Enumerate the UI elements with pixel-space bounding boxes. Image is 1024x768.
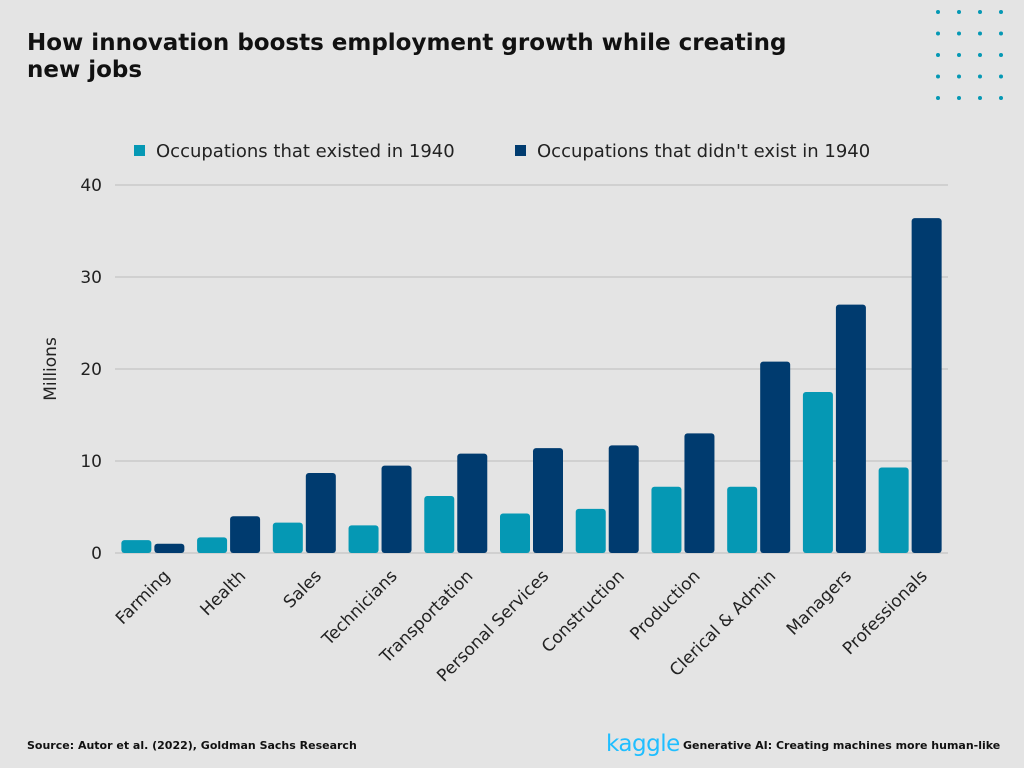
decorative-dot bbox=[936, 31, 940, 36]
bar-existed-1940 bbox=[575, 508, 606, 553]
decorative-dot bbox=[936, 74, 940, 79]
bar-existed-1940 bbox=[878, 467, 909, 553]
decorative-dot bbox=[978, 10, 982, 14]
y-tick-label: 10 bbox=[80, 452, 102, 472]
decorative-dot bbox=[957, 53, 961, 57]
decorative-dot-grid bbox=[936, 10, 1003, 100]
decorative-dot bbox=[957, 74, 961, 79]
bar-existed-1940 bbox=[500, 513, 530, 553]
bar-existed-1940 bbox=[727, 486, 758, 553]
y-tick-label: 0 bbox=[91, 544, 102, 564]
decorative-dot bbox=[936, 96, 940, 100]
bar-new-since-1940 bbox=[457, 453, 488, 553]
bar-existed-1940 bbox=[802, 392, 833, 553]
bar-existed-1940 bbox=[424, 495, 455, 553]
decorative-dot bbox=[999, 31, 1003, 36]
decorative-dot bbox=[999, 96, 1003, 100]
decorative-dot bbox=[999, 74, 1003, 79]
bar-new-since-1940 bbox=[684, 433, 715, 553]
source-note: Source: Autor et al. (2022), Goldman Sac… bbox=[27, 739, 357, 752]
y-tick-label: 20 bbox=[80, 360, 102, 380]
x-tick-label: Farming bbox=[112, 566, 174, 628]
x-tick-label: Health bbox=[197, 566, 251, 620]
decorative-dot bbox=[999, 53, 1003, 57]
bar-new-since-1940 bbox=[381, 465, 412, 553]
decorative-dot bbox=[936, 53, 940, 57]
bar-new-since-1940 bbox=[911, 218, 942, 553]
x-tick-label: Production bbox=[626, 566, 704, 644]
legend-label: Occupations that existed in 1940 bbox=[156, 141, 455, 162]
y-tick-label: 30 bbox=[80, 268, 102, 288]
decorative-dot bbox=[936, 10, 940, 14]
decorative-dot bbox=[957, 96, 961, 100]
bar-existed-1940 bbox=[651, 486, 682, 553]
y-tick-label: 40 bbox=[80, 176, 102, 196]
kaggle-logo: kaggle bbox=[606, 731, 680, 757]
bar-existed-1940 bbox=[121, 540, 152, 553]
decorative-dot bbox=[957, 10, 961, 14]
footer-caption: Generative AI: Creating machines more hu… bbox=[683, 739, 1001, 752]
chart-title: How innovation boosts employment growth … bbox=[27, 30, 787, 83]
bar-chart: 0 10 20 30 40 Millions Occupations that existe… bbox=[41, 141, 948, 686]
bar-new-since-1940 bbox=[533, 448, 563, 553]
x-tick-label: Technicians bbox=[318, 566, 402, 650]
bar-new-since-1940 bbox=[230, 516, 261, 553]
bar-new-since-1940 bbox=[835, 304, 866, 553]
bar-new-since-1940 bbox=[154, 543, 185, 553]
decorative-dot bbox=[978, 31, 982, 36]
decorative-dot bbox=[999, 10, 1003, 14]
x-tick-label: Sales bbox=[280, 566, 326, 612]
bar-new-since-1940 bbox=[305, 472, 336, 553]
y-axis-label: Millions bbox=[41, 337, 61, 401]
bar-new-since-1940 bbox=[760, 361, 791, 553]
bar-existed-1940 bbox=[348, 525, 379, 553]
decorative-dot bbox=[978, 74, 982, 79]
bar-existed-1940 bbox=[197, 537, 228, 553]
bar-new-since-1940 bbox=[608, 445, 639, 553]
decorative-dot bbox=[978, 53, 982, 57]
legend-label: Occupations that didn't exist in 1940 bbox=[537, 141, 870, 162]
bar-existed-1940 bbox=[272, 522, 303, 553]
decorative-dot bbox=[957, 31, 961, 36]
legend-swatch bbox=[134, 145, 145, 156]
legend-swatch bbox=[515, 145, 526, 156]
x-tick-label: Managers bbox=[783, 566, 856, 639]
decorative-dot bbox=[978, 96, 982, 100]
